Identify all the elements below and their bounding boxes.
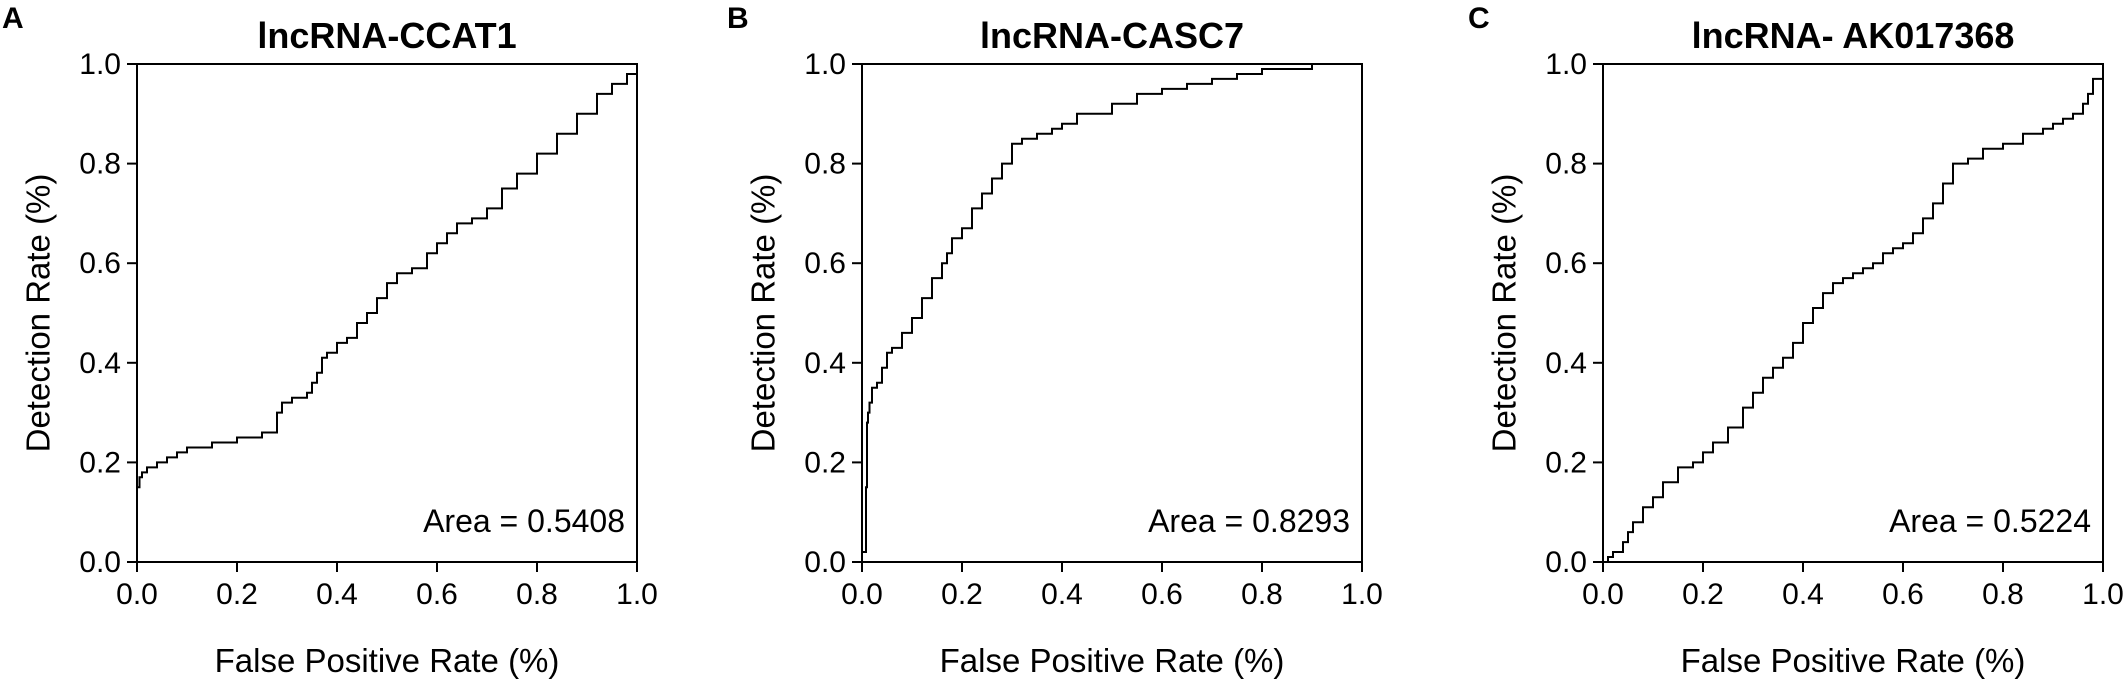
y-tick-label: 0.2 <box>79 446 121 479</box>
x-tick-label: 0.4 <box>1782 578 1824 611</box>
roc-curve <box>1603 64 2104 563</box>
y-tick-label: 1.0 <box>1545 48 1587 81</box>
y-axis-label: Detection Rate (%) <box>745 174 782 453</box>
area-annotation: Area = 0.8293 <box>1148 503 1350 539</box>
y-tick-label: 0.6 <box>804 247 846 280</box>
y-axis-label: Detection Rate (%) <box>1486 174 1523 453</box>
x-tick-label: 0.4 <box>1041 578 1083 611</box>
x-tick-label: 0.0 <box>841 578 883 611</box>
y-tick-label: 0.8 <box>79 148 121 181</box>
x-tick-label: 0.0 <box>116 578 158 611</box>
x-tick-label: 1.0 <box>1341 578 1383 611</box>
x-tick-label: 0.8 <box>1241 578 1283 611</box>
x-tick-label: 0.6 <box>1882 578 1924 611</box>
y-tick-label: 0.0 <box>1545 546 1587 579</box>
x-axis-label: False Positive Rate (%) <box>1681 642 2026 679</box>
y-tick-label: 0.2 <box>1545 446 1587 479</box>
chart-title: lncRNA-CCAT1 <box>257 15 516 56</box>
chart-title: lncRNA- AK017368 <box>1692 15 2015 56</box>
y-tick-label: 0.6 <box>1545 247 1587 280</box>
y-tick-label: 1.0 <box>804 48 846 81</box>
y-tick-label: 1.0 <box>79 48 121 81</box>
plot-frame <box>136 63 638 563</box>
y-tick-label: 0.8 <box>1545 148 1587 181</box>
x-tick-label: 0.0 <box>1582 578 1624 611</box>
plot-frame <box>1602 63 2104 563</box>
x-tick-label: 0.2 <box>216 578 258 611</box>
plot-frame <box>861 63 1363 563</box>
y-tick-label: 0.2 <box>804 446 846 479</box>
x-tick-label: 0.2 <box>1682 578 1724 611</box>
panel-letter: A <box>2 2 24 35</box>
y-axis-label: Detection Rate (%) <box>20 174 57 453</box>
x-tick-label: 0.8 <box>516 578 558 611</box>
x-tick-label: 1.0 <box>2082 578 2124 611</box>
roc-curve <box>861 63 1362 562</box>
x-tick-label: 0.8 <box>1982 578 2024 611</box>
panel-letter: C <box>1468 2 1490 35</box>
x-axis-label: False Positive Rate (%) <box>215 642 560 679</box>
y-tick-label: 0.8 <box>804 148 846 181</box>
chart-title: lncRNA-CASC7 <box>980 15 1244 56</box>
y-tick-label: 0.4 <box>79 347 121 380</box>
y-tick-label: 0.6 <box>79 247 121 280</box>
y-tick-label: 0.4 <box>804 347 846 380</box>
roc-curve <box>136 64 638 562</box>
area-annotation: Area = 0.5408 <box>423 503 625 539</box>
y-tick-label: 0.4 <box>1545 347 1587 380</box>
x-tick-label: 0.6 <box>1141 578 1183 611</box>
x-axis-label: False Positive Rate (%) <box>940 642 1285 679</box>
x-tick-label: 0.2 <box>941 578 983 611</box>
x-tick-label: 0.4 <box>316 578 358 611</box>
panel-letter: B <box>727 2 749 35</box>
y-tick-label: 0.0 <box>79 546 121 579</box>
area-annotation: Area = 0.5224 <box>1889 503 2091 539</box>
y-tick-label: 0.0 <box>804 546 846 579</box>
x-tick-label: 1.0 <box>616 578 658 611</box>
x-tick-label: 0.6 <box>416 578 458 611</box>
